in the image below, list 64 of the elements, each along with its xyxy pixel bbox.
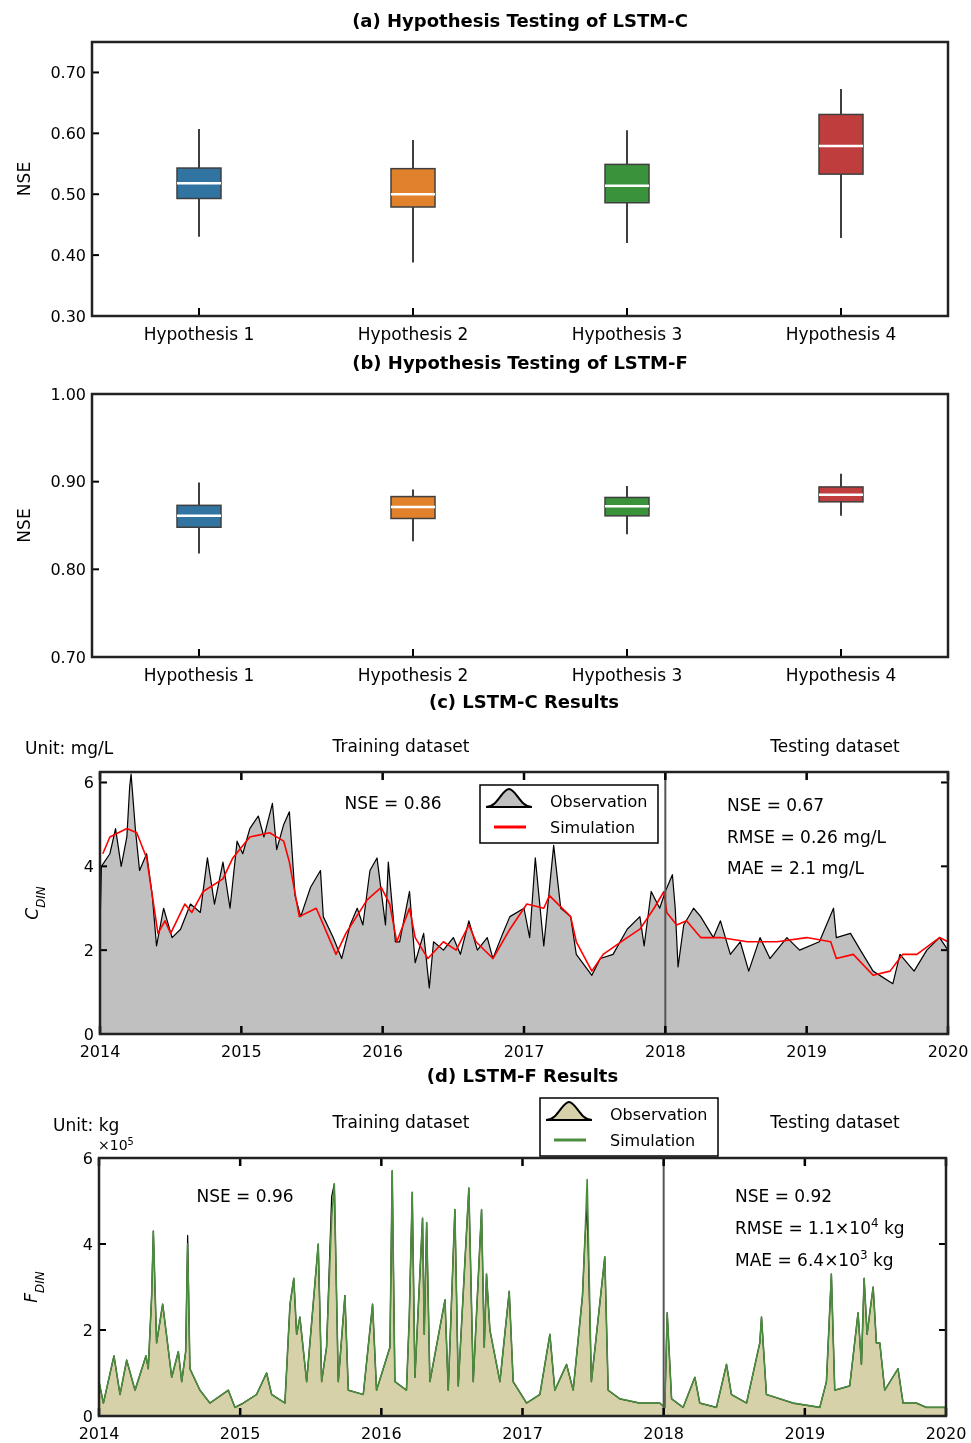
annotation: MAE = 6.4×10$^{3}$ kg (735, 1248, 894, 1270)
y-tick-label: 2 (82, 1320, 93, 1340)
y-tick-label: 4 (82, 1234, 93, 1254)
y-tick-label: 4 (83, 856, 94, 876)
chart-title: (c) LSTM-C Results (428, 691, 620, 712)
legend-label: Observation (610, 1104, 708, 1124)
x-tick-label: 2019 (784, 1424, 826, 1443)
chart-title: (a) Hypothesis Testing of LSTM-C (352, 10, 688, 31)
x-tick-label: Hypothesis 2 (357, 324, 469, 344)
x-tick-label: Hypothesis 1 (143, 665, 255, 685)
annotation: MAE = 2.1 mg/L (727, 858, 865, 878)
x-tick-label: Hypothesis 4 (785, 665, 897, 685)
x-tick-label: 2015 (220, 1042, 262, 1061)
y-tick-label: 0.80 (50, 559, 86, 579)
x-tick-label: 2020 (925, 1424, 967, 1443)
y-tick-label: 6 (83, 773, 94, 793)
x-tick-label: 2018 (644, 1042, 686, 1061)
x-tick-label: 2018 (643, 1424, 685, 1443)
y-tick-label: 1.00 (50, 384, 86, 404)
x-tick-label: 2016 (362, 1042, 404, 1061)
y-tick-label: 0.40 (50, 245, 86, 265)
legend-label: Observation (550, 791, 648, 811)
annotation: NSE = 0.67 (727, 795, 825, 815)
x-tick-label: 2015 (219, 1424, 261, 1443)
y-tick-label: 2 (83, 940, 94, 960)
y-tick-label: 0.50 (50, 184, 86, 204)
x-tick-label: 2019 (786, 1042, 828, 1061)
chart-title: (d) LSTM-F Results (426, 1065, 619, 1086)
x-tick-label: Hypothesis 3 (571, 324, 683, 344)
x-tick-label: Hypothesis 1 (143, 324, 255, 344)
text: ×10$^{5}$ (98, 1135, 134, 1153)
annotation: NSE = 0.92 (735, 1186, 833, 1206)
text: Training dataset (331, 1112, 470, 1132)
annotation: NSE = 0.96 (196, 1186, 294, 1206)
x-tick-label: 2016 (360, 1424, 402, 1443)
x-tick-label: 2014 (78, 1424, 120, 1443)
y-tick-label: 0.70 (50, 647, 86, 667)
x-tick-label: 2014 (79, 1042, 121, 1061)
x-tick-label: 2017 (503, 1042, 545, 1061)
y-tick-label: 0.70 (50, 63, 86, 83)
x-tick-label: 2017 (502, 1424, 543, 1443)
y-tick-label: 0.90 (50, 472, 86, 492)
text: Testing dataset (769, 1112, 901, 1132)
y-axis-title: NSE (14, 508, 34, 543)
text: Testing dataset (769, 736, 901, 756)
legend-label: Simulation (550, 817, 636, 837)
text: Training dataset (331, 736, 470, 756)
y-tick-label: 0 (82, 1406, 93, 1426)
text: Unit: mg/L (25, 738, 114, 758)
chart-title: (b) Hypothesis Testing of LSTM-F (352, 352, 688, 373)
y-tick-label: 0 (83, 1024, 94, 1044)
x-tick-label: 2020 (927, 1042, 969, 1061)
x-tick-label: Hypothesis 3 (571, 665, 683, 685)
annotation: RMSE = 0.26 mg/L (727, 827, 887, 847)
y-axis-title: NSE (14, 161, 34, 197)
annotation: RMSE = 1.1×10$^{4}$ kg (735, 1216, 905, 1238)
y-tick-label: 0.30 (50, 306, 86, 326)
legend-label: Simulation (610, 1130, 696, 1150)
y-tick-label: 6 (82, 1148, 93, 1168)
annotation: NSE = 0.86 (344, 793, 442, 813)
text: Unit: kg (53, 1115, 120, 1135)
x-tick-label: Hypothesis 4 (785, 324, 897, 344)
x-tick-label: Hypothesis 2 (357, 665, 469, 685)
y-tick-label: 0.60 (50, 123, 86, 143)
